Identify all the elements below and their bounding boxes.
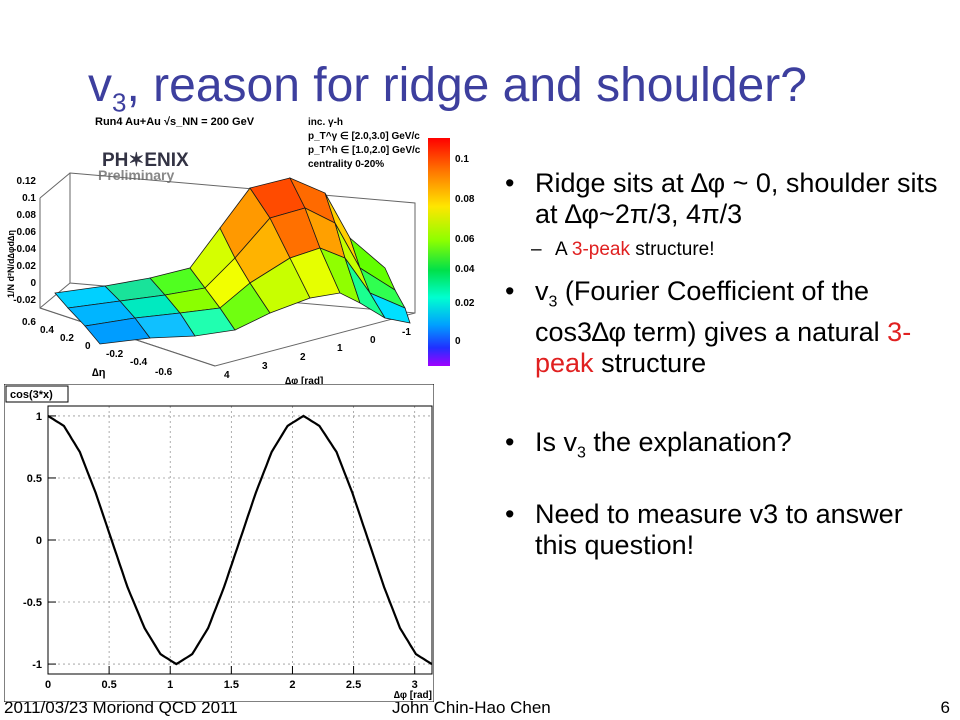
legend-line: inc. γ-h: [308, 117, 343, 128]
legend-line: centrality 0-20%: [308, 159, 384, 170]
sub-bullet-text: structure!: [630, 239, 715, 260]
eta-tick: 0.2: [60, 333, 74, 344]
bullet-explanation: • Is v3 the explanation?: [505, 427, 945, 468]
surface-plot-figure: Run4 Au+Au √s_NN = 200 GeV PH✶ENIX Preli…: [6, 116, 475, 387]
x-tick-label: 1.5: [224, 679, 239, 691]
z-axis-ticks: 0.12 0.1 0.08 0.06 0.04 0.02 0 -0.02: [13, 176, 36, 306]
x-axis-label: ∆φ [rad]: [394, 690, 432, 701]
z-axis-label: 1/N d²N/d∆φd∆η: [6, 230, 16, 298]
footer-date-event: 2011/03/23 Moriond QCD 2011: [4, 698, 238, 717]
chart-title: cos(3*x): [10, 389, 53, 401]
title-text: , reason for ridge and shoulder?: [126, 59, 807, 112]
chart-frame: [4, 384, 434, 702]
colorbar-tick: 0.1: [455, 154, 469, 165]
bullet-marker: •: [505, 276, 515, 306]
bullet-text: (Fourier Coefficient of the cos3∆φ term)…: [535, 276, 888, 348]
z-tick: 0.12: [17, 176, 37, 187]
eta-tick: -0.6: [155, 367, 173, 378]
footer-author: John Chin-Hao Chen: [392, 698, 551, 717]
bullet-text: structure: [593, 348, 707, 379]
sub-bullet-3peak: – A 3-peak structure!: [505, 238, 945, 262]
bullet-text: Is v: [535, 427, 578, 458]
x-tick-label: 0: [45, 679, 51, 691]
sub-bullet-text: A: [555, 239, 572, 260]
bullet-marker: •: [505, 498, 515, 529]
z-tick: 0.02: [17, 261, 37, 272]
eta-tick: -0.2: [106, 349, 124, 360]
chart-tick-labels: 0 0.5 1 1.5 2 2.5 3 1 0.5 0 -0.5 -1: [23, 411, 418, 691]
y-tick-label: 0.5: [27, 473, 42, 485]
surface-header: Run4 Au+Au √s_NN = 200 GeV: [95, 116, 255, 128]
eta-tick: 0: [85, 341, 91, 352]
highlight-text: 3-peak: [535, 317, 912, 379]
page-number: 6: [940, 698, 950, 717]
cos3x-chart: cos(3*x) 0 0.5 1 1.5 2 2.5 3 1 0.5 0 -0.5 -1 ∆φ [ra…: [4, 384, 434, 702]
x-tick-label: 2: [289, 679, 295, 691]
legend-line: p_T^h ∈ [1.0,2.0] GeV/c: [308, 145, 421, 156]
bullet-measure-v3: • Need to measure v3 to answer this quest…: [505, 499, 945, 561]
title-v: v: [88, 59, 112, 112]
phi-tick: -1: [402, 327, 411, 338]
bullet-text: Need to measure v3 to answer this questi…: [535, 498, 903, 560]
z-tick: 0.08: [17, 210, 37, 221]
title-subscript: 3: [112, 87, 127, 118]
bullet-marker: •: [505, 168, 515, 198]
bullet-v3-fourier: • v3 (Fourier Coefficient of the cos3∆φ t…: [505, 276, 945, 379]
bullet-marker: •: [505, 427, 515, 458]
z-tick: 0.04: [17, 244, 37, 255]
colorbar-ticks: 0.1 0.08 0.06 0.04 0.02 0: [455, 154, 475, 347]
color-bar: [428, 138, 450, 366]
chart-series: [47, 414, 433, 666]
z-tick: 0: [30, 278, 36, 289]
legend-line: p_T^γ ∈ [2.0,3.0] GeV/c: [308, 131, 420, 142]
eta-tick: 0.4: [40, 325, 54, 336]
z-tick: -0.02: [13, 295, 36, 306]
preliminary-label: Preliminary: [98, 167, 174, 183]
z-tick: 0.06: [17, 227, 37, 238]
subscript: 3: [577, 444, 586, 462]
colorbar-tick: 0.04: [455, 264, 475, 275]
bullet-list: • Ridge sits at ∆φ ~ 0, shoulder sits at …: [505, 168, 945, 575]
slide-title: v3, reason for ridge and shoulder?: [88, 58, 807, 119]
colorbar-tick: 0: [455, 336, 461, 347]
eta-tick: -0.4: [130, 357, 148, 368]
x-tick-label: 3: [412, 679, 418, 691]
bullet-ridge: • Ridge sits at ∆φ ~ 0, shoulder sits at …: [505, 168, 945, 230]
phi-axis-label: ∆φ [rad]: [285, 376, 323, 387]
dash-marker: –: [531, 239, 542, 260]
bullet-text: v: [535, 276, 549, 306]
y-tick-label: -1: [32, 659, 42, 671]
x-tick-label: 2.5: [346, 679, 361, 691]
phi-tick: 1: [337, 343, 343, 354]
subscript: 3: [548, 293, 558, 311]
title-box: [5, 385, 69, 403]
colorbar-tick: 0.08: [455, 194, 475, 205]
eta-axis-label: ∆η: [92, 367, 106, 379]
y-tick-label: 0: [36, 535, 42, 547]
bullet-text: the explanation?: [585, 427, 792, 458]
phi-tick: 4: [224, 370, 230, 381]
phi-tick: 2: [300, 352, 306, 363]
colorbar-tick: 0.06: [455, 234, 475, 245]
x-tick-label: 1: [167, 679, 173, 691]
z-tick: 0.1: [22, 193, 36, 204]
surface-mesh: [54, 177, 411, 345]
y-tick-label: -0.5: [23, 597, 42, 609]
colorbar-tick: 0.02: [455, 298, 475, 309]
highlight-text: 3-peak: [571, 239, 631, 260]
eta-tick: 0.6: [22, 317, 36, 328]
x-tick-label: 0.5: [101, 679, 116, 691]
phi-tick: 0: [370, 335, 376, 346]
phi-axis-ticks: 4 3 2 1 0 -1: [224, 327, 411, 381]
eta-axis-ticks: 0.6 0.4 0.2 0 -0.2 -0.4 -0.6: [22, 317, 173, 378]
bullet-text: Ridge sits at ∆φ ~ 0, shoulder sits at ∆…: [535, 168, 938, 229]
y-tick-label: 1: [36, 411, 42, 423]
phi-tick: 3: [262, 361, 268, 372]
phenix-logo: PH✶ENIX: [102, 150, 189, 171]
